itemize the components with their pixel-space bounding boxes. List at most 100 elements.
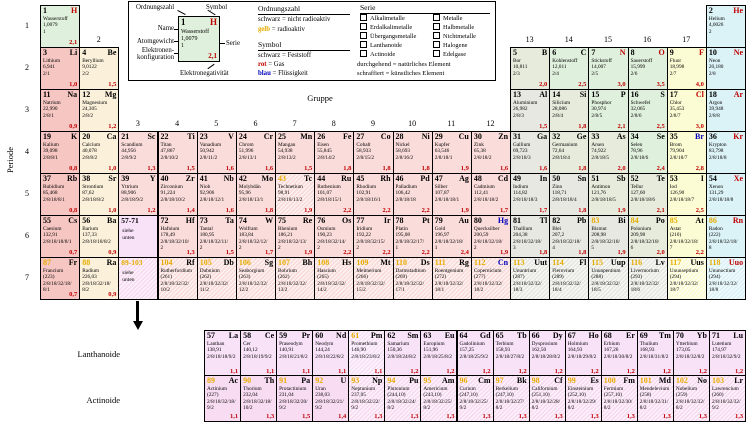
element-cell-Uup: 115 Uup Ununpentium (288) 2/8/18/32/32/18/5 <box>588 257 629 300</box>
element-weight: 195,08 <box>395 231 411 238</box>
element-electronegativity: 1,8 <box>421 164 430 172</box>
element-cell-Ba: 56 Ba Barium 137,33 2/8/18/18/8/2 0,9 <box>79 215 120 258</box>
element-cell-V: 23 V Vanadium 50,942 2/8/11/2 1,6 <box>196 131 237 174</box>
element-configuration: 2/8/18/32/32/9/2 <box>712 399 741 412</box>
element-name: Erbium <box>603 340 620 347</box>
element-name: Strontium <box>82 183 104 190</box>
element-weight: 58,933 <box>356 147 371 154</box>
element-name: Chrom <box>238 141 254 148</box>
element-number: 97 <box>495 376 504 385</box>
element-symbol: Bi <box>618 216 626 225</box>
element-weight: (258) <box>639 391 652 398</box>
element-configuration: 2/8/18/32/13/2 <box>278 239 307 252</box>
element-number: 30 <box>473 132 482 141</box>
element-name: Yttrium <box>121 183 139 190</box>
element-weight: 9,0122 <box>82 63 97 70</box>
element-cell-Ag: 47 Ag Silber 107,87 2/8/18/18/1 1,9 <box>431 173 472 216</box>
element-cell-Uus: 117 Uus Ununseptium (294) 2/8/18/32/32/18/7 <box>666 257 707 300</box>
element-electronegativity: 1,8 <box>343 164 352 172</box>
element-electronegativity: 1,1 <box>229 367 239 375</box>
element-weight: 164,93 <box>567 346 583 353</box>
element-number: 55 <box>43 216 51 225</box>
element-electronegativity: 2,1 <box>617 122 626 130</box>
element-number: 93 <box>351 376 360 385</box>
element-number: 95 <box>423 376 432 385</box>
element-name: Seaborgium <box>238 267 265 274</box>
element-name: Sauerstoff <box>630 57 653 64</box>
element-electronegativity: 1,3 <box>626 412 635 420</box>
element-electronegativity: 1,3 <box>266 412 275 420</box>
element-name: Silber <box>434 183 448 190</box>
element-cell-Cm: 96 Cm Curium (247,10) 2/8/18/32/25/9/2 1,3 <box>456 375 494 422</box>
element-name: Kohlenstoff <box>552 57 578 64</box>
element-symbol: Am <box>442 376 455 385</box>
element-weight: 44,956 <box>121 147 136 154</box>
element-weight: 131,29 <box>708 189 724 196</box>
element-electronegativity: 1,3 <box>410 412 419 420</box>
element-cell-In: 49 In Indium 114,82 2/8/18/18/3 1,7 <box>510 173 551 216</box>
element-cell-Mg: 12 Mg Magnesium 24,305 2/8/2 1,2 <box>79 89 120 132</box>
element-weight: 232,04 <box>243 391 258 398</box>
element-symbol: Ge <box>576 132 587 141</box>
element-number: 29 <box>434 132 443 141</box>
element-cell-Bh: 107 Bh Bohrium (262) 2/8/18/32/32/13/2 <box>275 257 316 300</box>
element-weight: (277) <box>473 273 486 280</box>
callout-line <box>174 41 178 42</box>
element-electronegativity: 2,2 <box>343 206 352 214</box>
element-configuration: 2/8/18/6 <box>630 155 649 162</box>
element-number: 39 <box>121 174 130 183</box>
element-cell-Ac: 89 Ac Actinium (227) 2/8/18/32/18/9/2 1,1 <box>204 375 242 422</box>
element-electronegativity: 1,3 <box>662 412 671 420</box>
element-symbol: Bk <box>516 376 527 385</box>
element-weight: 174,97 <box>712 346 727 353</box>
element-number: 7 <box>591 48 596 57</box>
serie-legend-ac: Actinoide <box>360 50 395 58</box>
element-configuration: 2/8/18/32/32/12/2 <box>238 281 268 294</box>
element-cell-Sb: 51 Sb Antimon 121,76 2/8/18/18/5 1,9 <box>588 173 629 216</box>
element-name: Fluor <box>669 57 682 64</box>
element-weight: 126,90 <box>669 189 685 196</box>
element-cell-Uut: 113 Uut Ununtrium (287) 2/8/18/32/32/18/3 <box>510 257 551 300</box>
serie-swatch <box>360 41 367 48</box>
element-name: Quecksilber <box>473 225 500 232</box>
element-name: Antimon <box>591 183 611 190</box>
element-name: Flerovium <box>552 267 575 274</box>
element-cell-Cd: 48 Cd Cadmium 112,41 2/8/18/18/2 1,7 <box>470 173 512 216</box>
element-electronegativity: 1,9 <box>499 248 509 256</box>
element-weight: (289) <box>552 273 564 280</box>
element-number: 89 <box>207 376 215 385</box>
element-configuration: 2/8/18/32/32/14/2 <box>317 281 346 294</box>
element-weight: (247,10) <box>459 391 478 398</box>
element-number: 61 <box>351 331 360 340</box>
element-electronegativity: 2,1 <box>656 206 665 214</box>
group-axis-label: Gruppe <box>307 93 333 103</box>
element-name: Californium <box>531 385 558 392</box>
element-weight: 238,03 <box>315 391 330 398</box>
element-symbol: Hf <box>185 216 195 225</box>
element-cell-B: 5 B Bor 10,811 2/3 2,0 <box>510 47 551 90</box>
element-cell-N: 7 N Stickstoff 14,007 2/5 3,0 <box>588 47 629 90</box>
element-symbol: Si <box>579 90 587 99</box>
range-note: siehe unten <box>122 227 135 241</box>
element-name: Argon <box>708 99 723 106</box>
element-name: Neon <box>708 57 721 64</box>
group-label-16: 16 <box>643 35 652 44</box>
element-name: Radium <box>82 267 99 274</box>
element-weight: 167,26 <box>603 346 619 353</box>
element-configuration: 2/8/18/32/32/18/4 <box>552 281 581 294</box>
element-configuration: 1 <box>181 42 184 49</box>
period-axis-label: Periode <box>5 147 15 173</box>
element-electronegativity: 2,1 <box>208 52 217 60</box>
element-name: Ruthenium <box>317 183 341 190</box>
element-symbol: Re <box>302 216 313 225</box>
element-name: Gadolinium <box>459 340 485 347</box>
element-electronegativity: 1,9 <box>460 206 469 214</box>
element-configuration: 2/8/18/32/9/2 <box>712 354 741 361</box>
element-cell-Te: 52 Te Tellur 127,60 2/8/18/18/6 2,1 <box>627 173 668 216</box>
element-name: Rubidium <box>43 183 65 190</box>
element-name: Titan <box>160 141 172 148</box>
element-electronegativity: 1,8 <box>578 164 587 172</box>
element-weight: 138,91 <box>207 346 222 353</box>
element-number: 62 <box>387 331 396 340</box>
